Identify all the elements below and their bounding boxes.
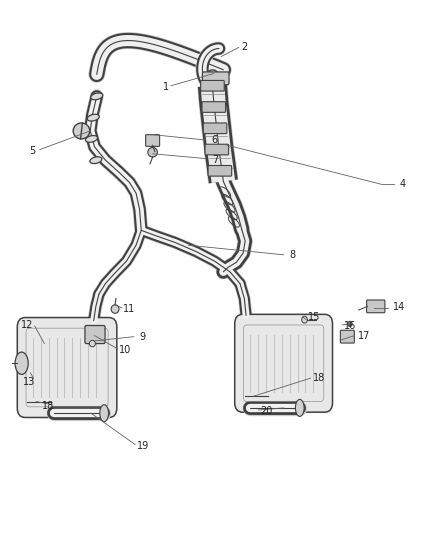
Text: 9: 9 xyxy=(140,332,146,342)
Ellipse shape xyxy=(348,321,352,327)
Text: 7: 7 xyxy=(212,155,219,165)
Text: 12: 12 xyxy=(21,320,33,330)
Text: 13: 13 xyxy=(23,377,35,387)
Text: 11: 11 xyxy=(124,304,136,314)
Ellipse shape xyxy=(89,341,95,347)
Ellipse shape xyxy=(73,123,90,139)
FancyBboxPatch shape xyxy=(367,300,385,313)
FancyBboxPatch shape xyxy=(205,144,229,155)
FancyBboxPatch shape xyxy=(340,330,354,343)
FancyBboxPatch shape xyxy=(208,165,232,176)
FancyBboxPatch shape xyxy=(235,314,332,412)
FancyBboxPatch shape xyxy=(203,123,227,134)
Text: 8: 8 xyxy=(289,250,295,260)
Text: 1: 1 xyxy=(162,82,169,92)
Text: 18: 18 xyxy=(42,401,54,411)
Ellipse shape xyxy=(100,405,109,422)
Ellipse shape xyxy=(15,352,28,374)
FancyBboxPatch shape xyxy=(201,80,224,91)
Text: 16: 16 xyxy=(344,321,356,331)
FancyBboxPatch shape xyxy=(202,72,229,85)
Ellipse shape xyxy=(87,114,99,121)
Ellipse shape xyxy=(111,305,119,313)
Ellipse shape xyxy=(295,399,304,416)
FancyBboxPatch shape xyxy=(85,326,105,344)
Text: 19: 19 xyxy=(137,441,149,451)
Text: 2: 2 xyxy=(241,43,247,52)
FancyBboxPatch shape xyxy=(17,318,117,417)
Text: 6: 6 xyxy=(212,135,218,145)
Ellipse shape xyxy=(85,135,98,142)
Text: 17: 17 xyxy=(358,330,370,341)
Text: 18: 18 xyxy=(313,373,325,383)
Ellipse shape xyxy=(90,157,102,164)
FancyBboxPatch shape xyxy=(202,102,226,112)
Text: 10: 10 xyxy=(119,345,131,355)
Text: 14: 14 xyxy=(393,302,405,312)
Ellipse shape xyxy=(209,70,219,77)
Text: 20: 20 xyxy=(260,406,272,416)
FancyBboxPatch shape xyxy=(146,135,159,147)
Ellipse shape xyxy=(302,316,307,323)
Text: 5: 5 xyxy=(29,146,35,156)
Text: 15: 15 xyxy=(308,312,320,322)
Text: 4: 4 xyxy=(399,179,406,189)
Ellipse shape xyxy=(148,148,157,157)
Ellipse shape xyxy=(91,93,103,100)
